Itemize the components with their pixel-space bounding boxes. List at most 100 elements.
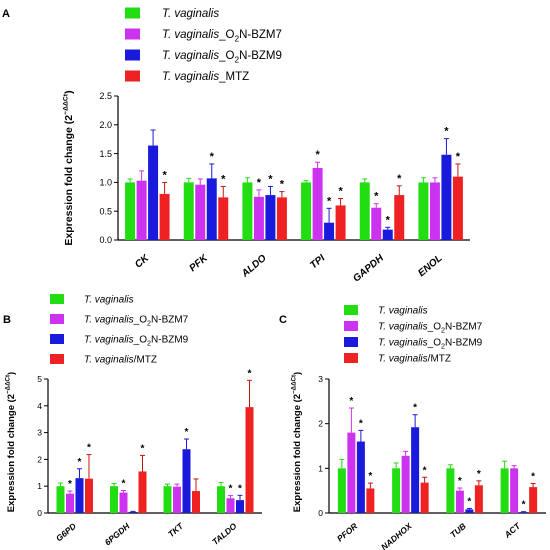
bar (420, 482, 429, 513)
category-label: ALDO (239, 253, 269, 280)
legend-label-part: _O (427, 338, 442, 349)
bar (452, 176, 463, 240)
legend-label: T. vaginalis (378, 306, 428, 317)
significance-star: * (456, 151, 461, 163)
significance-star: * (458, 476, 462, 487)
y-tick-label: 3 (318, 374, 323, 384)
legend-label-part: N-BZM7 (239, 29, 282, 41)
bar (276, 197, 287, 240)
category-label: PFK (188, 252, 211, 274)
bar (401, 455, 410, 513)
bar (392, 468, 401, 513)
legend-label: T. vaginalis_O2N-BZM9 (378, 338, 483, 351)
bar (183, 182, 194, 240)
significance-star: * (327, 195, 332, 207)
panel-letter: C (279, 314, 287, 326)
category-label: TALDO (210, 521, 239, 547)
bar (394, 195, 405, 240)
y-axis-label-main: Expression fold change (2 (63, 115, 75, 246)
y-axis-label: Expression fold change (2−ΔΔCt) (291, 372, 303, 512)
legend-swatch (125, 49, 140, 61)
bar (125, 182, 136, 240)
bar (335, 205, 346, 240)
bar (110, 486, 118, 513)
y-axis-label-close: ) (63, 90, 75, 94)
legend-label-part: _O (218, 29, 234, 41)
bar (195, 184, 206, 240)
bar (206, 178, 217, 240)
significance-star: * (257, 177, 262, 189)
y-tick-label: 1.5 (99, 149, 112, 159)
significance-star: * (315, 149, 320, 161)
legend-label: T. vaginalis_O2N-BZM7 (84, 315, 189, 328)
category-label: ACT (502, 520, 523, 540)
bar (366, 488, 375, 513)
bar (136, 180, 147, 240)
significance-star: * (141, 443, 145, 454)
y-tick-label: 1 (318, 463, 323, 473)
bar (455, 490, 464, 513)
significance-star: * (423, 465, 427, 476)
legend-label: T. vaginalis_O2N-BZM7 (378, 322, 483, 335)
significance-star: * (229, 484, 233, 495)
legend-label-part: T. vaginalis (84, 335, 134, 346)
significance-star: * (349, 396, 353, 407)
legend-label: T. vaginalis_O2N-BZM9 (162, 50, 282, 64)
legend-label-part: 2 (441, 325, 445, 334)
legend-label-part: N-BZM9 (239, 50, 282, 62)
bar (312, 168, 323, 240)
panel-letter: A (2, 8, 10, 20)
significance-star: * (68, 479, 72, 490)
category-label: GAPDH (351, 252, 386, 284)
category-label: NADHOX (379, 520, 415, 550)
legend-label-part: T. vaginalis (84, 355, 134, 366)
y-axis-label-main: Expression fold change (2 (6, 394, 17, 512)
significance-star: * (238, 483, 242, 494)
significance-star: * (522, 500, 526, 511)
significance-star: * (268, 173, 273, 185)
bar (474, 485, 483, 513)
legend-label-part: _O (427, 322, 442, 333)
panel-letter: B (3, 314, 11, 326)
bar (510, 468, 519, 513)
category-label: ENOL (416, 253, 444, 279)
legend-label-part: _O (218, 50, 234, 62)
bar (347, 432, 356, 513)
legend-label: T. vaginalis/MTZ (84, 355, 157, 366)
significance-star: * (210, 151, 215, 163)
legend-label-part: T. vaginalis (84, 295, 134, 306)
y-tick-label: 4 (37, 401, 42, 411)
category-label: PFOR (335, 520, 360, 543)
legend-label-part: T. vaginalis (378, 306, 428, 317)
significance-star: * (87, 443, 91, 454)
bar (163, 486, 172, 513)
y-axis-label: Expression fold change (2−ΔΔCt) (62, 90, 75, 245)
bar (85, 478, 93, 513)
legend-label-part: N-BZM7 (445, 322, 483, 333)
legend-label-part: /MTZ (134, 355, 157, 366)
bar (226, 498, 235, 513)
bar (192, 491, 200, 513)
y-tick-label: 1 (37, 481, 42, 491)
bar (218, 197, 229, 240)
legend-label-part: T. vaginalis (162, 29, 219, 41)
legend-label-part: 2 (147, 318, 151, 327)
category-label: CK (133, 252, 152, 270)
legend-swatch (344, 321, 358, 331)
legend-label-part: T. vaginalis (162, 71, 219, 83)
y-tick-label: 2.0 (99, 120, 112, 130)
legend-label: T. vaginalis_O2N-BZM7 (162, 29, 282, 43)
y-tick-label: 0 (37, 508, 42, 518)
bar (337, 468, 346, 513)
y-axis-label-main: Expression fold change (2 (292, 394, 303, 512)
legend-label-part: T. vaginalis (162, 8, 219, 20)
y-tick-label: 2 (318, 419, 323, 429)
bar (418, 182, 429, 240)
significance-star: * (467, 497, 471, 508)
y-tick-label: 0.0 (99, 235, 112, 245)
legend-label-part: T. vaginalis (378, 354, 428, 365)
legend-swatch (344, 337, 358, 347)
y-tick-label: 0 (318, 508, 323, 518)
bar (129, 511, 137, 513)
